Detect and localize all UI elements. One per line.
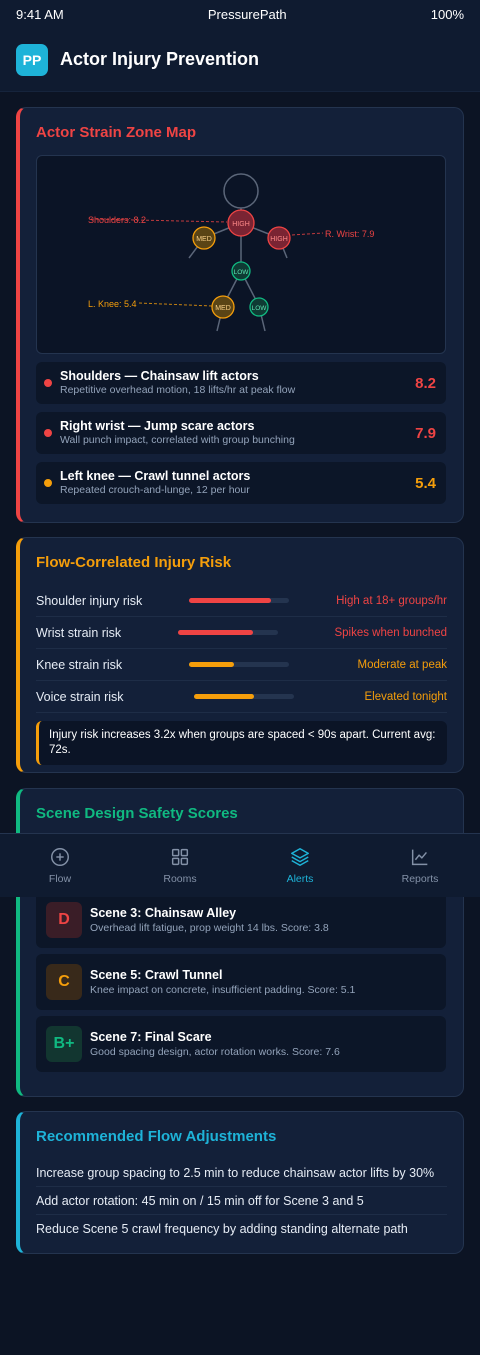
- tab-flow[interactable]: Flow: [0, 834, 120, 897]
- right-knee-marker: LOW: [249, 297, 269, 317]
- shoulder-marker: HIGH: [227, 209, 255, 237]
- recommendations-title: Recommended Flow Adjustments: [36, 1128, 277, 1145]
- risk-label: Wrist strain risk: [36, 625, 122, 640]
- grade-badge: C: [46, 964, 82, 1000]
- scene-desc: Good spacing design, actor rotation work…: [90, 1046, 340, 1058]
- zone-score: 8.2: [415, 374, 436, 392]
- severity-dot: [44, 379, 52, 387]
- body-figure: HIGH MED HIGH LOW MED LOW Should: [88, 173, 374, 332]
- grade-badge: D: [46, 902, 82, 938]
- status-battery: 100%: [430, 6, 464, 22]
- risk-note: Spikes when bunched: [334, 626, 447, 639]
- scene-name: Scene 7: Final Scare: [90, 1030, 212, 1044]
- scene-item-7[interactable]: B+ Scene 7: Final Scare Good spacing des…: [36, 1016, 446, 1072]
- svg-text:MED: MED: [196, 236, 212, 243]
- left-elbow-marker: MED: [192, 226, 216, 250]
- line-chart-icon: [411, 849, 428, 866]
- risk-note: High at 18+ groups/hr: [336, 594, 447, 607]
- zone-item-wrist[interactable]: Right wrist — Jump scare actors Wall pun…: [36, 412, 446, 454]
- risk-note: Elevated tonight: [364, 690, 447, 703]
- zone-desc: Wall punch impact, correlated with group…: [60, 434, 295, 446]
- risk-bar: [178, 630, 278, 635]
- svg-text:LOW: LOW: [234, 269, 250, 276]
- risk-bar-fill: [189, 662, 234, 667]
- recommendations-card: Recommended Flow Adjustments Increase gr…: [16, 1111, 464, 1254]
- strain-zone-card: Actor Strain Zone Map HIGH MED: [16, 107, 464, 523]
- zone-name: Shoulders — Chainsaw lift actors: [60, 369, 259, 383]
- tab-label: Flow: [48, 873, 72, 885]
- risk-bar: [189, 598, 289, 603]
- recommendation-item: Add actor rotation: 45 min on / 15 min o…: [36, 1187, 447, 1215]
- layers-icon: [291, 848, 309, 866]
- head-shape: [223, 173, 259, 209]
- risk-bar-fill: [194, 694, 254, 699]
- zone-desc: Repetitive overhead motion, 18 lifts/hr …: [60, 384, 296, 396]
- recommendation-item: Increase group spacing to 2.5 min to red…: [36, 1159, 447, 1187]
- scene-safety-title: Scene Design Safety Scores: [36, 805, 238, 822]
- svg-text:HIGH: HIGH: [232, 221, 250, 228]
- recommendation-item: Reduce Scene 5 crawl frequency by adding…: [36, 1222, 408, 1236]
- zone-item-shoulders[interactable]: Shoulders — Chainsaw lift actors Repetit…: [36, 362, 446, 404]
- strain-zone-map: HIGH MED HIGH LOW MED LOW Should: [36, 155, 446, 354]
- tab-label: Rooms: [163, 873, 197, 885]
- zone-name: Right wrist — Jump scare actors: [60, 419, 255, 433]
- status-bar: 9:41 AM PressurePath 100%: [0, 0, 480, 28]
- risk-label: Knee strain risk: [36, 657, 123, 672]
- app-logo: PP: [16, 43, 48, 76]
- knee-label: L. Knee: 5.4: [88, 299, 137, 309]
- status-app-name: PressurePath: [207, 6, 287, 22]
- scene-item-5[interactable]: C Scene 5: Crawl Tunnel Knee impact on c…: [36, 954, 446, 1010]
- tab-bar: Flow Rooms Alerts Reports: [0, 833, 480, 897]
- knee-marker: MED: [211, 295, 235, 319]
- risk-row-wrist: Wrist strain risk Spikes when bunched: [36, 617, 447, 649]
- risk-label: Shoulder injury risk: [36, 593, 143, 608]
- risk-label: Voice strain risk: [36, 689, 124, 704]
- strain-zone-title: Actor Strain Zone Map: [36, 124, 197, 141]
- severity-dot: [44, 479, 52, 487]
- tab-alerts[interactable]: Alerts: [240, 834, 360, 897]
- scene-desc: Overhead lift fatigue, prop weight 14 lb…: [90, 922, 329, 934]
- risk-callout: Injury risk increases 3.2x when groups a…: [36, 721, 447, 765]
- status-time: 9:41 AM: [16, 6, 64, 22]
- risk-bar-fill: [189, 598, 271, 603]
- zone-item-knee[interactable]: Left knee — Crawl tunnel actors Repeated…: [36, 462, 446, 504]
- tab-rooms[interactable]: Rooms: [120, 834, 240, 897]
- svg-text:LOW: LOW: [252, 305, 268, 312]
- risk-row-voice: Voice strain risk Elevated tonight: [36, 681, 447, 713]
- wrist-marker: HIGH: [267, 226, 291, 250]
- severity-dot: [44, 429, 52, 437]
- tab-label: Reports: [401, 873, 439, 885]
- zone-score: 5.4: [415, 474, 436, 492]
- tab-label: Alerts: [286, 873, 314, 885]
- scene-desc: Knee impact on concrete, insufficient pa…: [90, 984, 356, 996]
- svg-text:MED: MED: [215, 305, 231, 312]
- scene-name: Scene 5: Crawl Tunnel: [90, 968, 223, 982]
- grade-badge: B+: [46, 1026, 82, 1062]
- zone-score: 7.9: [415, 424, 436, 442]
- flow-risk-card: Flow-Correlated Injury Risk Shoulder inj…: [16, 537, 464, 773]
- svg-text:HIGH: HIGH: [270, 236, 288, 243]
- scene-item-3[interactable]: D Scene 3: Chainsaw Alley Overhead lift …: [36, 892, 446, 948]
- grid-icon: [171, 848, 189, 866]
- zone-name: Left knee — Crawl tunnel actors: [60, 469, 251, 483]
- tab-reports[interactable]: Reports: [360, 834, 480, 897]
- app-header: PP Actor Injury Prevention: [0, 28, 480, 92]
- shoulder-label: Shoulders: 8.2: [88, 215, 146, 225]
- risk-bar: [194, 694, 294, 699]
- risk-bar: [189, 662, 289, 667]
- flow-risk-title: Flow-Correlated Injury Risk: [36, 554, 232, 571]
- risk-bar-fill: [178, 630, 253, 635]
- scene-name: Scene 3: Chainsaw Alley: [90, 906, 237, 920]
- plus-circle-icon: [51, 848, 69, 866]
- risk-note: Moderate at peak: [357, 658, 447, 671]
- zone-desc: Repeated crouch-and-lunge, 12 per hour: [60, 484, 250, 496]
- risk-row-knee: Knee strain risk Moderate at peak: [36, 649, 447, 681]
- wrist-label: R. Wrist: 7.9: [325, 229, 374, 239]
- page-title: Actor Injury Prevention: [60, 49, 260, 69]
- risk-row-shoulder: Shoulder injury risk High at 18+ groups/…: [36, 585, 447, 617]
- hip-marker: LOW: [231, 261, 251, 281]
